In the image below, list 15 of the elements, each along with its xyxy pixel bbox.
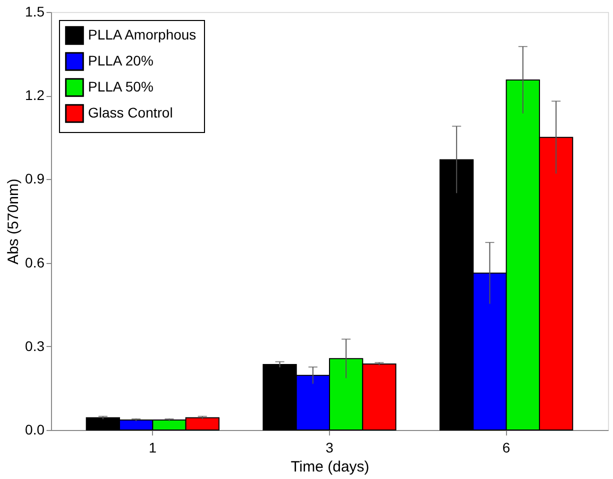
y-tick-label: 0.9 bbox=[25, 170, 45, 187]
y-tick-label: 0.0 bbox=[25, 422, 45, 438]
x-tick-label: 1 bbox=[148, 440, 157, 456]
legend-label: Glass Control bbox=[88, 104, 173, 120]
y-tick-label: 1.2 bbox=[25, 87, 45, 104]
y-tick-label: 1.5 bbox=[25, 4, 45, 20]
legend-label: PLLA 20% bbox=[88, 52, 154, 68]
y-axis-title: Abs (570nm) bbox=[5, 178, 22, 264]
x-axis-title: Time (days) bbox=[290, 458, 370, 476]
x-tick-label: 3 bbox=[326, 440, 334, 456]
y-tick-label: 0.6 bbox=[25, 254, 45, 270]
legend-label: PLLA 50% bbox=[88, 78, 154, 94]
x-tick-label: 6 bbox=[502, 440, 510, 456]
y-tick-label: 0.3 bbox=[25, 338, 45, 354]
legend-label: PLLA Amorphous bbox=[88, 26, 196, 42]
